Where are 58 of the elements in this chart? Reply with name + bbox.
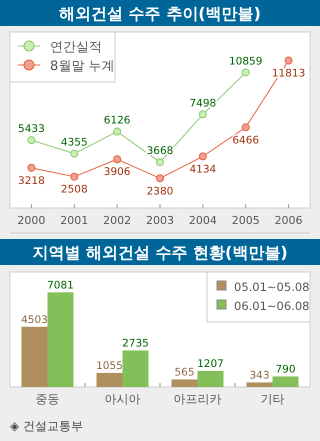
x-tick-label: 기타 <box>260 392 284 406</box>
data-label: 4355 <box>60 136 88 149</box>
point <box>113 155 122 164</box>
data-label: 5433 <box>18 123 45 136</box>
point <box>156 158 164 166</box>
point <box>70 172 78 181</box>
bar <box>48 292 74 387</box>
bar <box>246 382 272 387</box>
point <box>198 110 207 118</box>
x-tick-label: 2002 <box>103 214 132 227</box>
x-tick-label: 2001 <box>60 214 88 227</box>
bar <box>198 370 224 387</box>
legend-label: 연간실적 <box>50 40 102 55</box>
x-tick-label: 2004 <box>188 214 217 227</box>
x-tick-label: 아시아 <box>104 392 140 406</box>
point <box>242 68 250 76</box>
bar <box>122 350 148 387</box>
x-tick-label: 아프리카 <box>174 392 222 406</box>
data-label: 4134 <box>189 163 217 176</box>
legend-label: 8월말 누계 <box>50 59 114 74</box>
x-tick-label: 중동 <box>36 392 60 406</box>
point <box>156 174 164 182</box>
bar <box>172 379 198 387</box>
data-label: 6126 <box>104 114 131 127</box>
data-label: 7081 <box>47 279 74 292</box>
point <box>198 152 207 160</box>
data-label: 343 <box>249 369 270 382</box>
data-label: 1055 <box>96 360 123 372</box>
text: ◈ 건설교통부 <box>10 419 84 433</box>
point <box>27 136 36 144</box>
point <box>70 150 78 158</box>
x-tick-label: 2000 <box>17 214 46 227</box>
data-label: 1207 <box>197 358 224 370</box>
data-label: 2735 <box>122 337 149 350</box>
bar <box>272 376 298 387</box>
x-tick-label: 2006 <box>274 214 303 227</box>
data-label: 7498 <box>189 97 216 110</box>
x-tick-label: 2003 <box>146 214 174 227</box>
data-label: 10859 <box>229 55 262 68</box>
point <box>284 56 293 65</box>
point <box>242 123 250 132</box>
bar <box>22 326 48 387</box>
bar <box>96 372 122 387</box>
data-label: 4503 <box>21 314 48 326</box>
chart-title: 해외건설 수주 추이(백만불) <box>59 4 261 23</box>
data-label: 3218 <box>18 174 45 187</box>
data-label: 2380 <box>146 185 174 198</box>
x-tick-label: 2005 <box>232 214 260 227</box>
legend-label: 06.01~06.08 <box>234 299 310 313</box>
data-label: 790 <box>275 363 296 376</box>
data-label: 2508 <box>60 184 88 196</box>
data-label: 6466 <box>232 134 260 146</box>
legend-label: 05.01~05.08 <box>234 280 310 294</box>
chart-title: 지역별 해외건설 수주 현황(백만불) <box>32 243 288 262</box>
point <box>113 128 122 136</box>
data-label: 565 <box>174 366 195 378</box>
data-label: 3906 <box>104 166 131 178</box>
point <box>27 164 36 172</box>
